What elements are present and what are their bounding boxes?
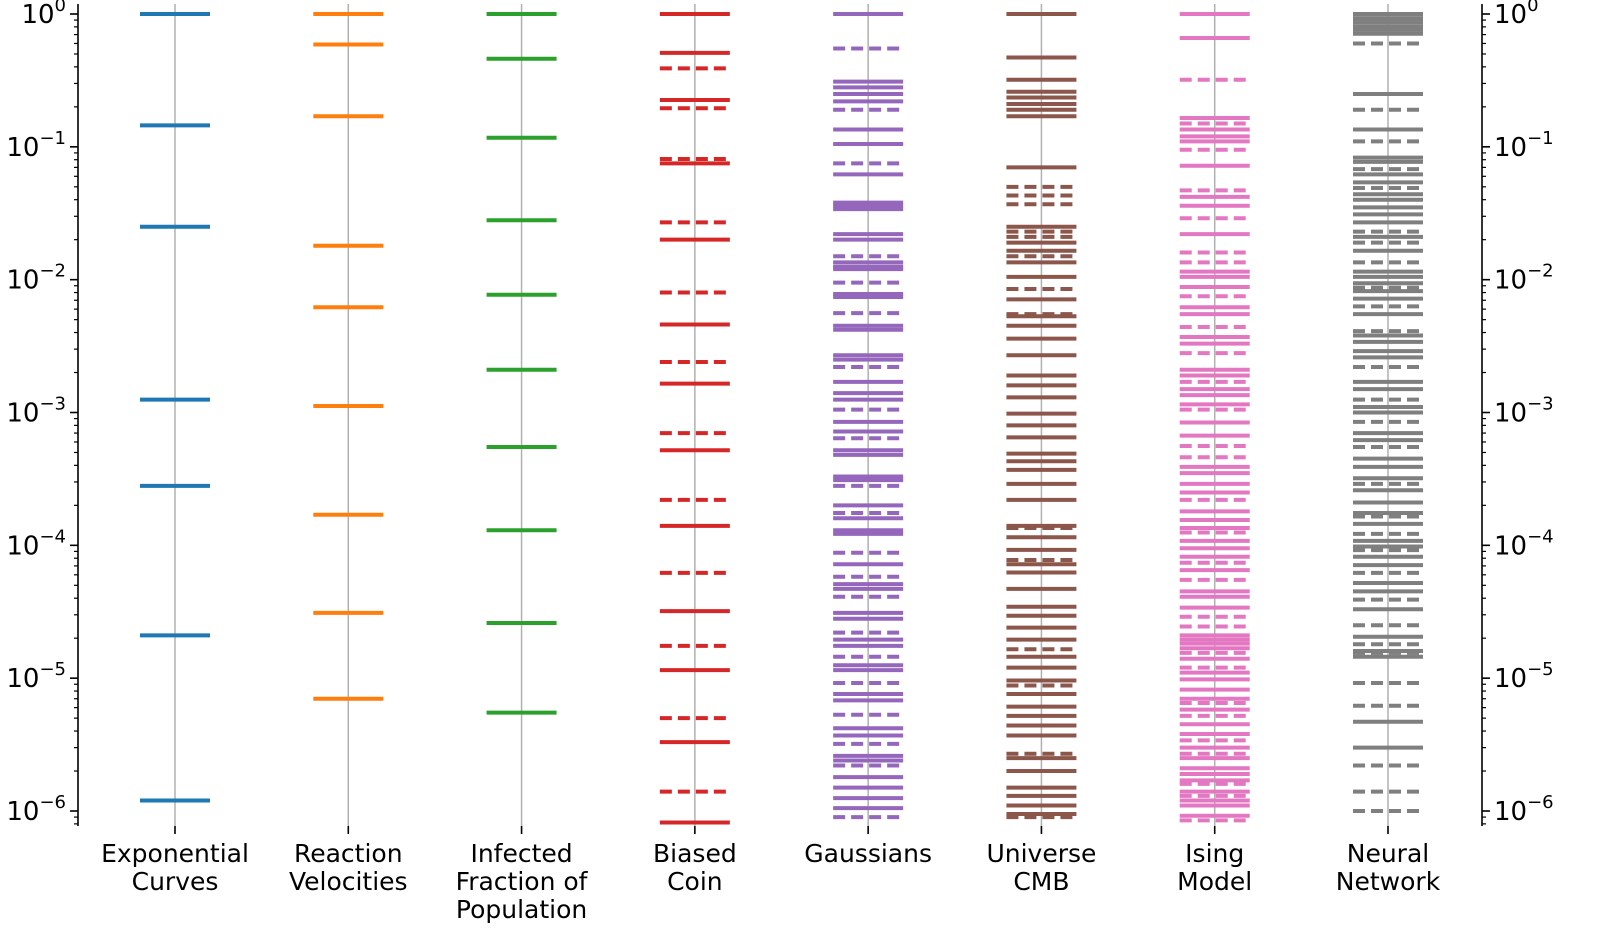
series-group xyxy=(486,4,557,826)
y-tick-label-right: 10−3 xyxy=(1494,394,1554,429)
y-tick-label: 10−2 xyxy=(6,261,66,296)
x-axis: Exponential Curves Reaction Velocities Infec… xyxy=(101,826,1441,924)
x-tick-label: Reaction Velocities xyxy=(289,839,408,896)
x-tick-label: Universe CMB xyxy=(986,839,1096,896)
y-tick-label-right: 10−4 xyxy=(1494,526,1554,561)
y-tick-label: 100 xyxy=(21,0,66,30)
y-tick-label: 10−1 xyxy=(6,128,66,163)
left-y-axis: 100 10−1 10−2 10−3 10−4 10−5 10−6 xyxy=(6,0,79,827)
y-tick-label: 10−3 xyxy=(6,394,66,429)
series-group xyxy=(833,4,904,826)
y-tick-label-right: 10−5 xyxy=(1494,659,1554,694)
y-tick-label-right: 100 xyxy=(1494,0,1539,30)
right-y-axis: 100 10−1 10−2 10−3 10−4 10−5 10−6 xyxy=(1481,0,1554,827)
x-tick-label: Neural Network xyxy=(1336,839,1441,896)
y-tick-label-right: 10−6 xyxy=(1494,792,1554,827)
series-group xyxy=(659,4,730,826)
series-layer xyxy=(140,4,1423,826)
x-tick-label: Biased Coin xyxy=(653,839,737,896)
series-group xyxy=(313,4,384,826)
series-group xyxy=(1353,4,1423,826)
x-tick-label: Gaussians xyxy=(804,839,932,868)
series-group xyxy=(1179,4,1250,826)
x-tick-label: Infected Fraction of Population xyxy=(456,839,589,924)
x-tick-label: Exponential Curves xyxy=(101,839,249,896)
y-tick-label: 10−5 xyxy=(6,659,66,694)
y-tick-label-right: 10−1 xyxy=(1494,128,1554,163)
y-tick-label: 10−4 xyxy=(6,526,66,561)
y-tick-label-right: 10−2 xyxy=(1494,261,1554,296)
x-tick-label: Ising Model xyxy=(1177,839,1252,896)
series-group xyxy=(1006,4,1077,826)
series-group xyxy=(140,4,210,826)
y-tick-label: 10−6 xyxy=(6,792,66,827)
